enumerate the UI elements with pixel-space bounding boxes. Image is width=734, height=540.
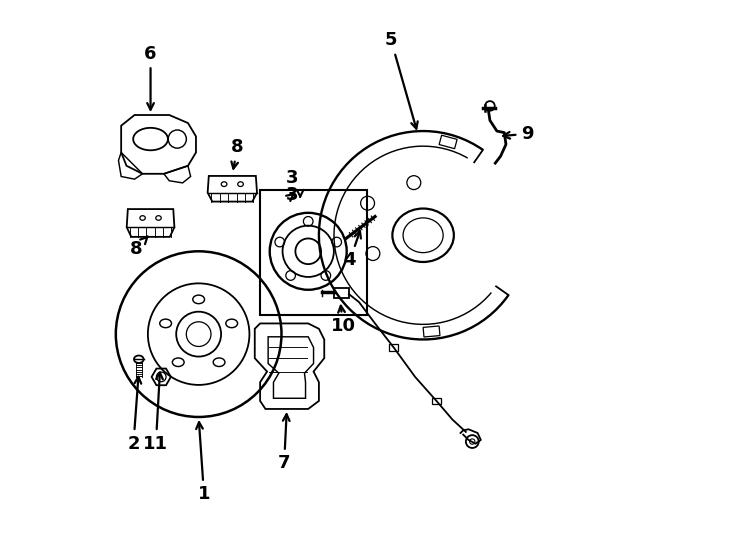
Text: 6: 6: [145, 44, 157, 110]
Text: 8: 8: [130, 237, 148, 258]
Text: 4: 4: [344, 231, 361, 269]
Text: 8: 8: [231, 138, 244, 168]
Text: 5: 5: [385, 31, 418, 129]
Text: 10: 10: [330, 306, 355, 335]
Text: 2: 2: [127, 377, 141, 453]
Bar: [334, 288, 349, 298]
Text: 11: 11: [143, 373, 168, 453]
Bar: [432, 398, 440, 404]
Bar: [260, 190, 367, 315]
Text: 1: 1: [196, 422, 210, 503]
Text: 7: 7: [278, 414, 291, 472]
Text: 3: 3: [286, 169, 299, 187]
Bar: [390, 345, 398, 350]
Text: 3: 3: [286, 186, 299, 204]
Text: 9: 9: [504, 125, 534, 143]
